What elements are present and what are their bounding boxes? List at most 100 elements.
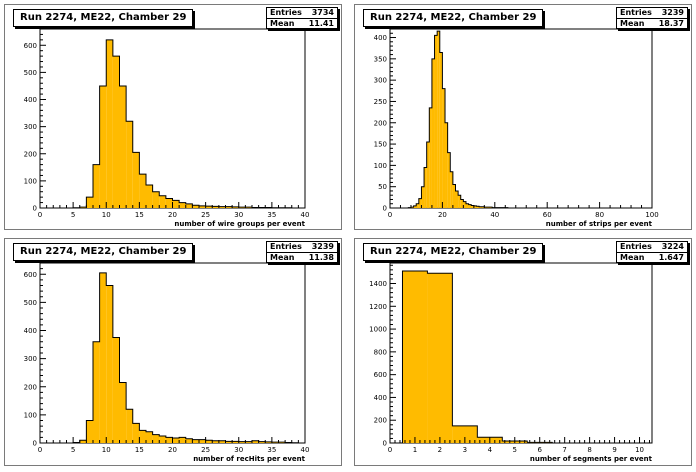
- x-tick-label: 3: [463, 446, 467, 454]
- mean-value: 1.647: [658, 253, 684, 262]
- x-tick-label: 6: [537, 446, 542, 454]
- histogram-bar: [119, 382, 127, 443]
- y-tick-label: 300: [24, 355, 37, 363]
- histogram-bar: [126, 409, 133, 443]
- x-tick-label: 0: [38, 211, 42, 219]
- histogram-bar: [471, 205, 474, 208]
- x-tick-label: 10: [102, 446, 111, 454]
- histogram-bar: [450, 171, 453, 208]
- histogram-bar: [479, 206, 482, 208]
- histogram-bars: [73, 39, 292, 209]
- histogram-bar: [437, 31, 440, 209]
- x-tick-label: 7: [562, 446, 566, 454]
- mean-label: Mean: [270, 253, 295, 262]
- x-tick-label: 30: [234, 446, 243, 454]
- histogram-bar: [416, 203, 419, 208]
- histogram-pad-segments: 0 1 2 3 4 5 6 7 8 9 10 0 200 400 600 800 1000 1200 1400 num…: [354, 238, 692, 466]
- x-axis-label: number of wire groups per event: [174, 220, 305, 228]
- y-tick-label: 500: [24, 299, 37, 307]
- histogram-bar: [106, 285, 113, 443]
- x-tick-label: 9: [612, 446, 616, 454]
- x-tick-label: 60: [543, 211, 552, 219]
- y-tick-label: 100: [374, 162, 387, 170]
- histogram-bar: [455, 190, 459, 208]
- x-tick-label: 15: [135, 446, 144, 454]
- histogram-bar: [218, 440, 226, 443]
- histogram-bar: [452, 184, 456, 208]
- histogram-bar: [152, 191, 160, 208]
- histogram-bar: [165, 437, 173, 443]
- histogram-bar: [86, 197, 93, 208]
- histogram-outline: [40, 272, 305, 444]
- histogram-plot: 0 20 40 60 80 100 0 50 100 150 200 250 300 350 400 numb…: [374, 28, 659, 228]
- x-tick-label: 25: [201, 446, 210, 454]
- x-tick-label: 5: [71, 211, 75, 219]
- histogram-bar: [132, 152, 140, 208]
- histogram-bar: [172, 437, 180, 443]
- histogram-bar: [442, 88, 446, 208]
- histogram-bars: [408, 31, 508, 209]
- histogram-bar: [225, 441, 233, 443]
- mean-label: Mean: [270, 19, 295, 28]
- y-tick-label: 400: [24, 327, 37, 335]
- histogram-bar: [205, 206, 213, 208]
- mean-value: 11.41: [308, 19, 334, 28]
- histogram-bar: [434, 35, 438, 209]
- plot-frame: [39, 262, 306, 444]
- x-tick-label: 1: [413, 446, 417, 454]
- histogram-bar: [212, 206, 219, 208]
- x-tick-label: 4: [488, 446, 493, 454]
- histogram-bar: [473, 205, 477, 208]
- entries-label: Entries: [270, 8, 302, 17]
- y-tick-label: 500: [24, 69, 37, 77]
- histogram-bar: [112, 337, 120, 443]
- y-tick-label: 0: [33, 440, 37, 448]
- histogram-bar: [421, 186, 425, 208]
- entries-label: Entries: [270, 242, 302, 251]
- stats-box: Entries 3239 Mean 18.37: [616, 7, 688, 29]
- x-tick-label: 40: [301, 446, 310, 454]
- y-tick-label: 300: [374, 77, 387, 85]
- histogram-outline: [401, 270, 652, 444]
- entries-label: Entries: [620, 242, 652, 251]
- y-tick-label: 400: [374, 394, 387, 402]
- histogram-bar: [192, 205, 199, 208]
- x-tick-label: 2: [438, 446, 442, 454]
- histogram-bar: [146, 431, 153, 443]
- entries-value: 3224: [661, 242, 684, 251]
- histogram-bar: [447, 152, 451, 208]
- y-tick-label: 0: [383, 205, 387, 213]
- y-tick-label: 1000: [369, 326, 387, 334]
- x-tick-label: 0: [388, 211, 392, 219]
- histogram-bars: [402, 270, 553, 443]
- entries-label: Entries: [620, 8, 652, 17]
- histogram-bar: [112, 56, 120, 208]
- x-tick-label: 80: [595, 211, 604, 219]
- y-tick-label: 1400: [369, 280, 387, 288]
- y-tick-label: 100: [24, 177, 37, 185]
- histogram-bar: [126, 121, 133, 208]
- x-axis-label: number of recHits per event: [193, 455, 305, 463]
- histogram-bar: [205, 440, 213, 443]
- histogram-pad-wire-groups: 0 5 10 15 20 25 30 35 40 0 100 200 300 400 500 600 numbe…: [4, 4, 342, 230]
- x-tick-label: 0: [388, 446, 392, 454]
- histogram-bar: [199, 205, 206, 208]
- mean-value: 11.38: [308, 253, 334, 262]
- histogram-bar: [99, 85, 107, 208]
- histogram-bar: [252, 440, 259, 443]
- x-axis-label: number of strips per event: [546, 220, 653, 228]
- x-tick-label: 10: [635, 446, 644, 454]
- y-tick-label: 400: [374, 34, 387, 42]
- histogram-bar: [424, 167, 427, 208]
- mean-label: Mean: [620, 253, 645, 262]
- histogram-title: Run 2274, ME22, Chamber 29: [363, 9, 544, 27]
- x-tick-label: 40: [490, 211, 499, 219]
- y-tick-label: 300: [24, 123, 37, 131]
- x-tick-label: 25: [201, 211, 210, 219]
- x-axis-label: number of segments per event: [530, 455, 653, 463]
- histogram-bar: [152, 434, 160, 443]
- histogram-bar: [159, 435, 166, 443]
- x-tick-label: 8: [587, 446, 591, 454]
- histogram-bar: [119, 85, 127, 208]
- x-tick-label: 35: [267, 211, 276, 219]
